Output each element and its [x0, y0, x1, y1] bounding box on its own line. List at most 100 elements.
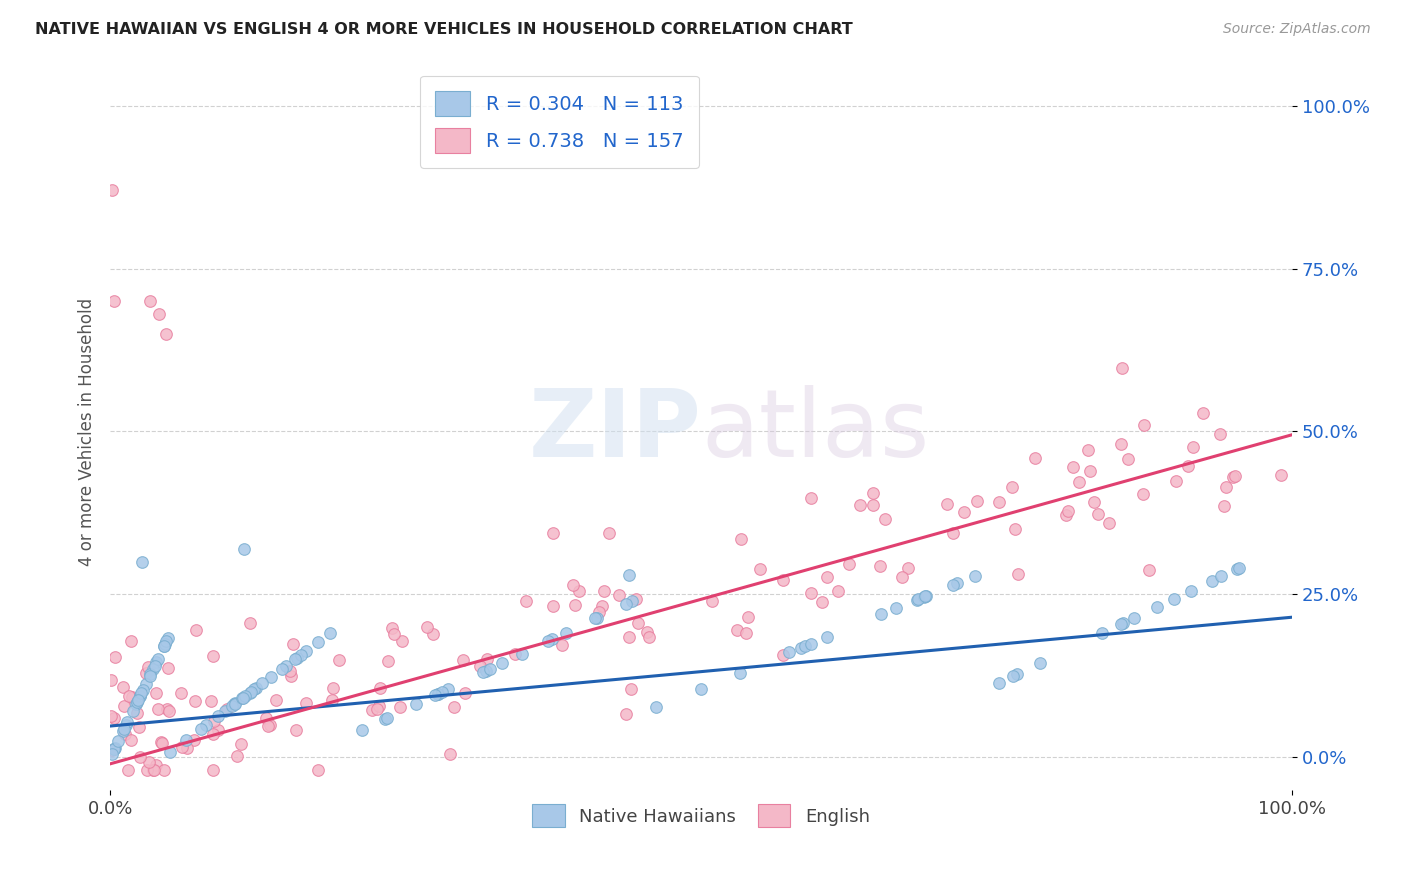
Point	[607, 588, 630, 602]
Point	[145, 757, 167, 772]
Point	[620, 594, 643, 608]
Point	[321, 693, 343, 707]
Point	[897, 561, 920, 575]
Point	[233, 541, 256, 556]
Point	[148, 307, 170, 321]
Point	[125, 695, 148, 709]
Point	[150, 736, 173, 750]
Point	[138, 668, 160, 682]
Point	[260, 670, 283, 684]
Point	[238, 686, 260, 700]
Point	[416, 620, 439, 634]
Point	[170, 686, 193, 700]
Point	[104, 741, 127, 756]
Point	[290, 648, 312, 662]
Point	[1083, 495, 1105, 509]
Point	[257, 719, 280, 733]
Point	[491, 657, 513, 671]
Point	[728, 665, 751, 680]
Point	[1137, 563, 1160, 577]
Point	[184, 694, 207, 708]
Point	[146, 652, 169, 666]
Point	[101, 743, 124, 757]
Point	[352, 723, 374, 738]
Point	[245, 681, 267, 695]
Point	[554, 625, 576, 640]
Point	[772, 573, 794, 587]
Point	[627, 616, 650, 631]
Point	[139, 667, 162, 681]
Point	[965, 568, 987, 582]
Point	[142, 662, 165, 676]
Point	[149, 735, 172, 749]
Point	[159, 745, 181, 759]
Point	[148, 702, 170, 716]
Point	[207, 709, 229, 723]
Point	[869, 558, 891, 573]
Point	[328, 653, 350, 667]
Point	[1062, 459, 1084, 474]
Point	[422, 627, 444, 641]
Point	[1091, 626, 1114, 640]
Point	[827, 584, 849, 599]
Point	[233, 689, 256, 703]
Point	[224, 697, 246, 711]
Point	[125, 697, 148, 711]
Point	[794, 639, 817, 653]
Point	[1029, 656, 1052, 670]
Point	[1111, 360, 1133, 375]
Point	[620, 682, 643, 697]
Point	[772, 648, 794, 662]
Point	[382, 627, 405, 641]
Text: atlas: atlas	[702, 385, 929, 477]
Point	[583, 611, 606, 625]
Point	[778, 645, 800, 659]
Point	[811, 595, 834, 609]
Point	[194, 718, 217, 732]
Point	[366, 702, 388, 716]
Point	[953, 505, 976, 519]
Point	[190, 722, 212, 736]
Point	[172, 740, 194, 755]
Point	[592, 583, 614, 598]
Point	[294, 644, 316, 658]
Point	[1201, 574, 1223, 588]
Point	[229, 737, 252, 751]
Point	[389, 699, 412, 714]
Point	[1211, 569, 1233, 583]
Point	[156, 631, 179, 645]
Point	[800, 636, 823, 650]
Point	[1222, 470, 1244, 484]
Point	[1001, 480, 1024, 494]
Point	[472, 665, 495, 680]
Point	[270, 662, 292, 676]
Point	[278, 664, 301, 678]
Point	[104, 649, 127, 664]
Point	[135, 677, 157, 691]
Point	[107, 734, 129, 748]
Point	[1191, 406, 1213, 420]
Point	[588, 606, 610, 620]
Point	[307, 764, 329, 778]
Point	[115, 717, 138, 731]
Point	[942, 578, 965, 592]
Point	[370, 681, 392, 696]
Point	[479, 662, 502, 676]
Point	[541, 599, 564, 613]
Point	[815, 630, 838, 644]
Point	[1209, 427, 1232, 442]
Point	[945, 576, 967, 591]
Point	[477, 652, 499, 666]
Point	[214, 704, 236, 718]
Point	[1270, 467, 1292, 482]
Point	[443, 700, 465, 714]
Point	[537, 634, 560, 648]
Point	[319, 625, 342, 640]
Point	[128, 689, 150, 703]
Point	[510, 647, 533, 661]
Point	[734, 626, 756, 640]
Point	[725, 623, 748, 637]
Point	[360, 703, 382, 717]
Point	[1098, 516, 1121, 530]
Point	[1005, 667, 1028, 681]
